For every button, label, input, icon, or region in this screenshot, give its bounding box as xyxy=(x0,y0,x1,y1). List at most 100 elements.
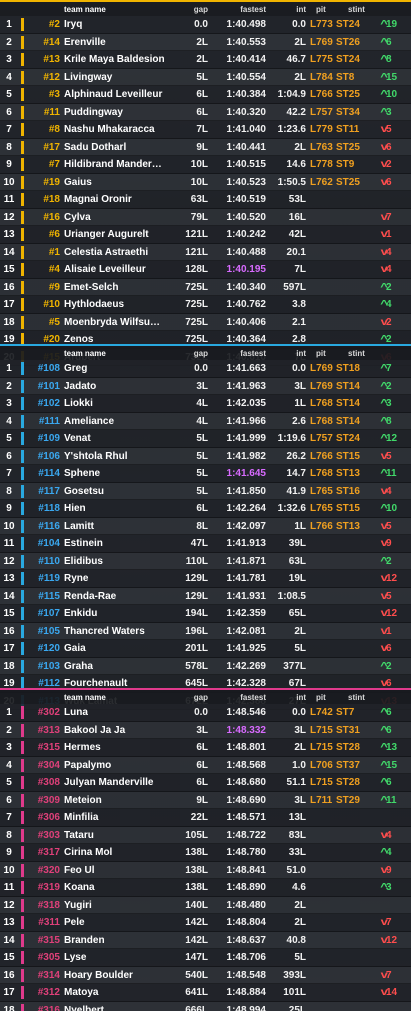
stint-number: ST14 xyxy=(336,398,360,409)
standings-row[interactable]: 5 #3 Alphinaud Leveilleur 6L 1:40.384 1:04.9 L… xyxy=(0,86,411,104)
position-number: 8 xyxy=(6,485,12,497)
standings-row[interactable]: 2 #313 Bakool Ja Ja 3L 1:48.332 3L L715 ST31 ^ 6 xyxy=(0,721,411,739)
standings-row[interactable]: 16 #105 Thancred Waters 196L 1:42.081 2L v 1 xyxy=(0,622,411,640)
standings-row[interactable]: 10 #19 Gaius 10L 1:40.523 1:50.5 L762 ST25 v 6 xyxy=(0,173,411,191)
standings-row[interactable]: 5 #109 Venat 5L 1:41.999 1:19.6 L757 ST24 ^ 12 xyxy=(0,430,411,448)
pit-lap: L766 xyxy=(310,89,333,100)
standings-row[interactable]: 2 #101 Jadato 3L 1:41.963 3L L769 ST14 ^ 2 xyxy=(0,377,411,395)
standings-row[interactable]: 9 #317 Cirina Mol 138L 1:48.780 33L ^ 4 xyxy=(0,844,411,862)
standings-row[interactable]: 7 #8 Nashu Mhakaracca 7L 1:41.040 1:23.6 L779 S… xyxy=(0,121,411,139)
standings-row[interactable]: 12 #16 Cylva 79L 1:40.520 16L v 7 xyxy=(0,208,411,226)
standings-row[interactable]: 2 #14 Erenville 2L 1:40.553 2L L769 ST26 ^ 6 xyxy=(0,33,411,51)
standings-row[interactable]: 9 #118 Hien 6L 1:42.264 1:32.6 L765 ST15 ^ 10 xyxy=(0,500,411,518)
pit-lap: L768 xyxy=(310,398,333,409)
fastest-lap: 1:42.359 xyxy=(226,608,266,619)
standings-row[interactable]: 8 #17 Sadu Dotharl 9L 1:40.441 2L L763 ST25 v 6 xyxy=(0,138,411,156)
standings-row[interactable]: 9 #7 Hildibrand Mander… 10L 1:40.515 14.6 L778… xyxy=(0,156,411,174)
standings-row[interactable]: 4 #12 Livingway 5L 1:40.554 2L L784 ST8 ^ 15 xyxy=(0,68,411,86)
standings-row[interactable]: 14 #315 Branden 142L 1:48.637 40.8 v 12 xyxy=(0,931,411,949)
standings-row[interactable]: 4 #304 Papalymo 6L 1:48.568 1.0 L706 ST37 ^ 15 xyxy=(0,756,411,774)
position-change: 2 xyxy=(386,316,392,328)
standings-row[interactable]: 7 #306 Minfilia 22L 1:48.571 13L xyxy=(0,809,411,827)
standings-row[interactable]: 12 #318 Yugiri 140L 1:48.480 2L xyxy=(0,896,411,914)
team-name: Gaia xyxy=(64,643,86,654)
standings-row[interactable]: 1 #302 Luna 0.0 1:48.546 0.0 L742 ST7 ^ 6 xyxy=(0,704,411,722)
position-number: 10 xyxy=(3,176,15,188)
position-change: 3 xyxy=(386,106,392,118)
interval-value: 1.0 xyxy=(292,759,306,771)
team-name: Julyan Manderville xyxy=(64,777,154,788)
standings-row[interactable]: 17 #10 Hythlodaeus 725L 1:40.762 3.8 ^ 4 xyxy=(0,296,411,314)
gap-value: 725L xyxy=(185,316,208,328)
standings-row[interactable]: 17 #312 Matoya 641L 1:48.884 101L v 14 xyxy=(0,984,411,1002)
standings-row[interactable]: 11 #319 Koana 138L 1:48.890 4.6 ^ 3 xyxy=(0,879,411,897)
position-number: 2 xyxy=(6,36,12,48)
standings-row[interactable]: 17 #120 Gaia 201L 1:41.925 5L v 6 xyxy=(0,640,411,658)
car-number: #313 xyxy=(37,724,60,736)
standings-row[interactable]: 13 #311 Pele 142L 1:48.804 2L v 7 xyxy=(0,914,411,932)
car-number: #16 xyxy=(43,211,60,223)
header-interval: int xyxy=(296,5,306,14)
standings-row[interactable]: 7 #114 Sphene 5L 1:41.645 14.7 L768 ST13 ^ 11 xyxy=(0,465,411,483)
standings-row[interactable]: 18 #103 Graha 578L 1:42.269 377L ^ 2 xyxy=(0,657,411,675)
standings-row[interactable]: 15 #107 Enkidu 194L 1:42.359 65L v 12 xyxy=(0,605,411,623)
team-name: Iryq xyxy=(64,19,83,30)
car-number: #8 xyxy=(48,124,60,135)
gap-value: 47L xyxy=(190,538,208,549)
interval-value: 3L xyxy=(294,724,306,736)
standings-row[interactable]: 3 #102 Liokki 4L 1:42.035 1L L768 ST14 ^ 3 xyxy=(0,395,411,413)
standings-row[interactable]: 1 #2 Iryq 0.0 1:40.498 0.0 L773 ST24 ^ 19 xyxy=(0,16,411,34)
class-color-bar xyxy=(21,758,24,772)
standings-row[interactable]: 14 #1 Celestia Astraethi 121L 1:40.488 20.1 v 4 xyxy=(0,243,411,261)
position-number: 10 xyxy=(3,864,15,876)
car-number: #315 xyxy=(37,934,60,946)
fastest-lap: 1:48.722 xyxy=(226,829,266,841)
position-change: 9 xyxy=(386,538,392,549)
class-color-bar xyxy=(21,589,24,603)
car-number: #314 xyxy=(37,969,60,981)
standings-row[interactable]: 13 #119 Ryne 129L 1:41.781 19L v 12 xyxy=(0,570,411,588)
standings-row[interactable]: 11 #18 Magnai Oronir 63L 1:40.519 53L xyxy=(0,191,411,209)
standings-row[interactable]: 10 #320 Feo Ul 138L 1:48.841 51.0 v 9 xyxy=(0,861,411,879)
standings-row[interactable]: 16 #9 Emet-Selch 725L 1:40.340 597L ^ 2 xyxy=(0,278,411,296)
position-number: 12 xyxy=(3,555,15,567)
arrow-down-icon: v xyxy=(380,573,388,584)
standings-row[interactable]: 6 #106 Y'shtola Rhul 5L 1:41.982 26.2 L766 ST15… xyxy=(0,447,411,465)
position-number: 16 xyxy=(3,281,15,293)
standings-row[interactable]: 13 #6 Urianger Augurelt 121L 1:40.242 42L v 1 xyxy=(0,226,411,244)
stint-number: ST8 xyxy=(336,71,355,83)
standings-row[interactable]: 8 #303 Tataru 105L 1:48.722 83L v 4 xyxy=(0,826,411,844)
standings-row[interactable]: 5 #308 Julyan Manderville 6L 1:48.680 51.1 L71… xyxy=(0,774,411,792)
fastest-lap: 1:41.931 xyxy=(226,590,266,602)
interval-value: 1:32.6 xyxy=(277,503,306,514)
position-change: 2 xyxy=(386,660,392,672)
gap-value: 140L xyxy=(185,899,208,911)
fastest-lap: 1:42.035 xyxy=(226,398,266,409)
standings-row[interactable]: 15 #4 Alisaie Leveilleur 128L 1:40.195 7L v 4 xyxy=(0,261,411,279)
standings-row[interactable]: 3 #315 Hermes 6L 1:48.801 2L L715 ST28 ^ 13 xyxy=(0,739,411,757)
standings-row[interactable]: 16 #314 Hoary Boulder 540L 1:48.548 393L v 7 xyxy=(0,966,411,984)
standings-row[interactable]: 3 #13 Krile Maya Baldesion 2L 1:40.414 46.7 L7… xyxy=(0,51,411,69)
interval-value: 1:08.5 xyxy=(277,590,306,602)
standings-row[interactable]: 18 #5 Moenbryda Wilfsu… 725L 1:40.406 2.1 v 2 xyxy=(0,313,411,331)
pit-lap: L769 xyxy=(310,36,333,48)
standings-row[interactable]: 10 #116 Lamitt 8L 1:42.097 1L L766 ST13 v 5 xyxy=(0,517,411,535)
class-color-bar xyxy=(21,263,24,276)
standings-row[interactable]: 14 #115 Renda-Rae 129L 1:41.931 1:08.5 v 5 xyxy=(0,587,411,605)
standings-row[interactable]: 11 #104 Estinein 47L 1:41.913 39L v 9 xyxy=(0,535,411,553)
team-name: Lyse xyxy=(64,952,87,963)
standings-row[interactable]: 6 #11 Puddingway 6L 1:40.320 42.2 L757 ST34 ^ 3 xyxy=(0,103,411,121)
standings-row[interactable]: 18 #316 Nyelbert 666L 1:48.994 25L xyxy=(0,1001,411,1011)
standings-row[interactable]: 4 #111 Ameliance 4L 1:41.966 2.6 L768 ST14 ^ 8 xyxy=(0,412,411,430)
standings-row[interactable]: 1 #108 Greg 0.0 1:41.663 0.0 L769 ST18 ^ 7 xyxy=(0,360,411,378)
standings-row[interactable]: 6 #309 Meteion 9L 1:48.690 3L L711 ST29 ^ 11 xyxy=(0,791,411,809)
standings-row[interactable]: 12 #110 Elidibus 110L 1:41.871 63L ^ 2 xyxy=(0,552,411,570)
arrow-up-icon: ^ xyxy=(380,71,388,83)
interval-value: 597L xyxy=(283,281,306,293)
arrow-down-icon: v xyxy=(380,450,388,462)
interval-value: 1L xyxy=(294,398,306,409)
arrow-up-icon: ^ xyxy=(380,724,388,736)
standings-row[interactable]: 15 #305 Lyse 147L 1:48.706 5L xyxy=(0,949,411,967)
standings-row[interactable]: 8 #117 Gosetsu 5L 1:41.850 41.9 L765 ST16 v 4 xyxy=(0,482,411,500)
fastest-lap: 1:41.871 xyxy=(226,555,266,567)
